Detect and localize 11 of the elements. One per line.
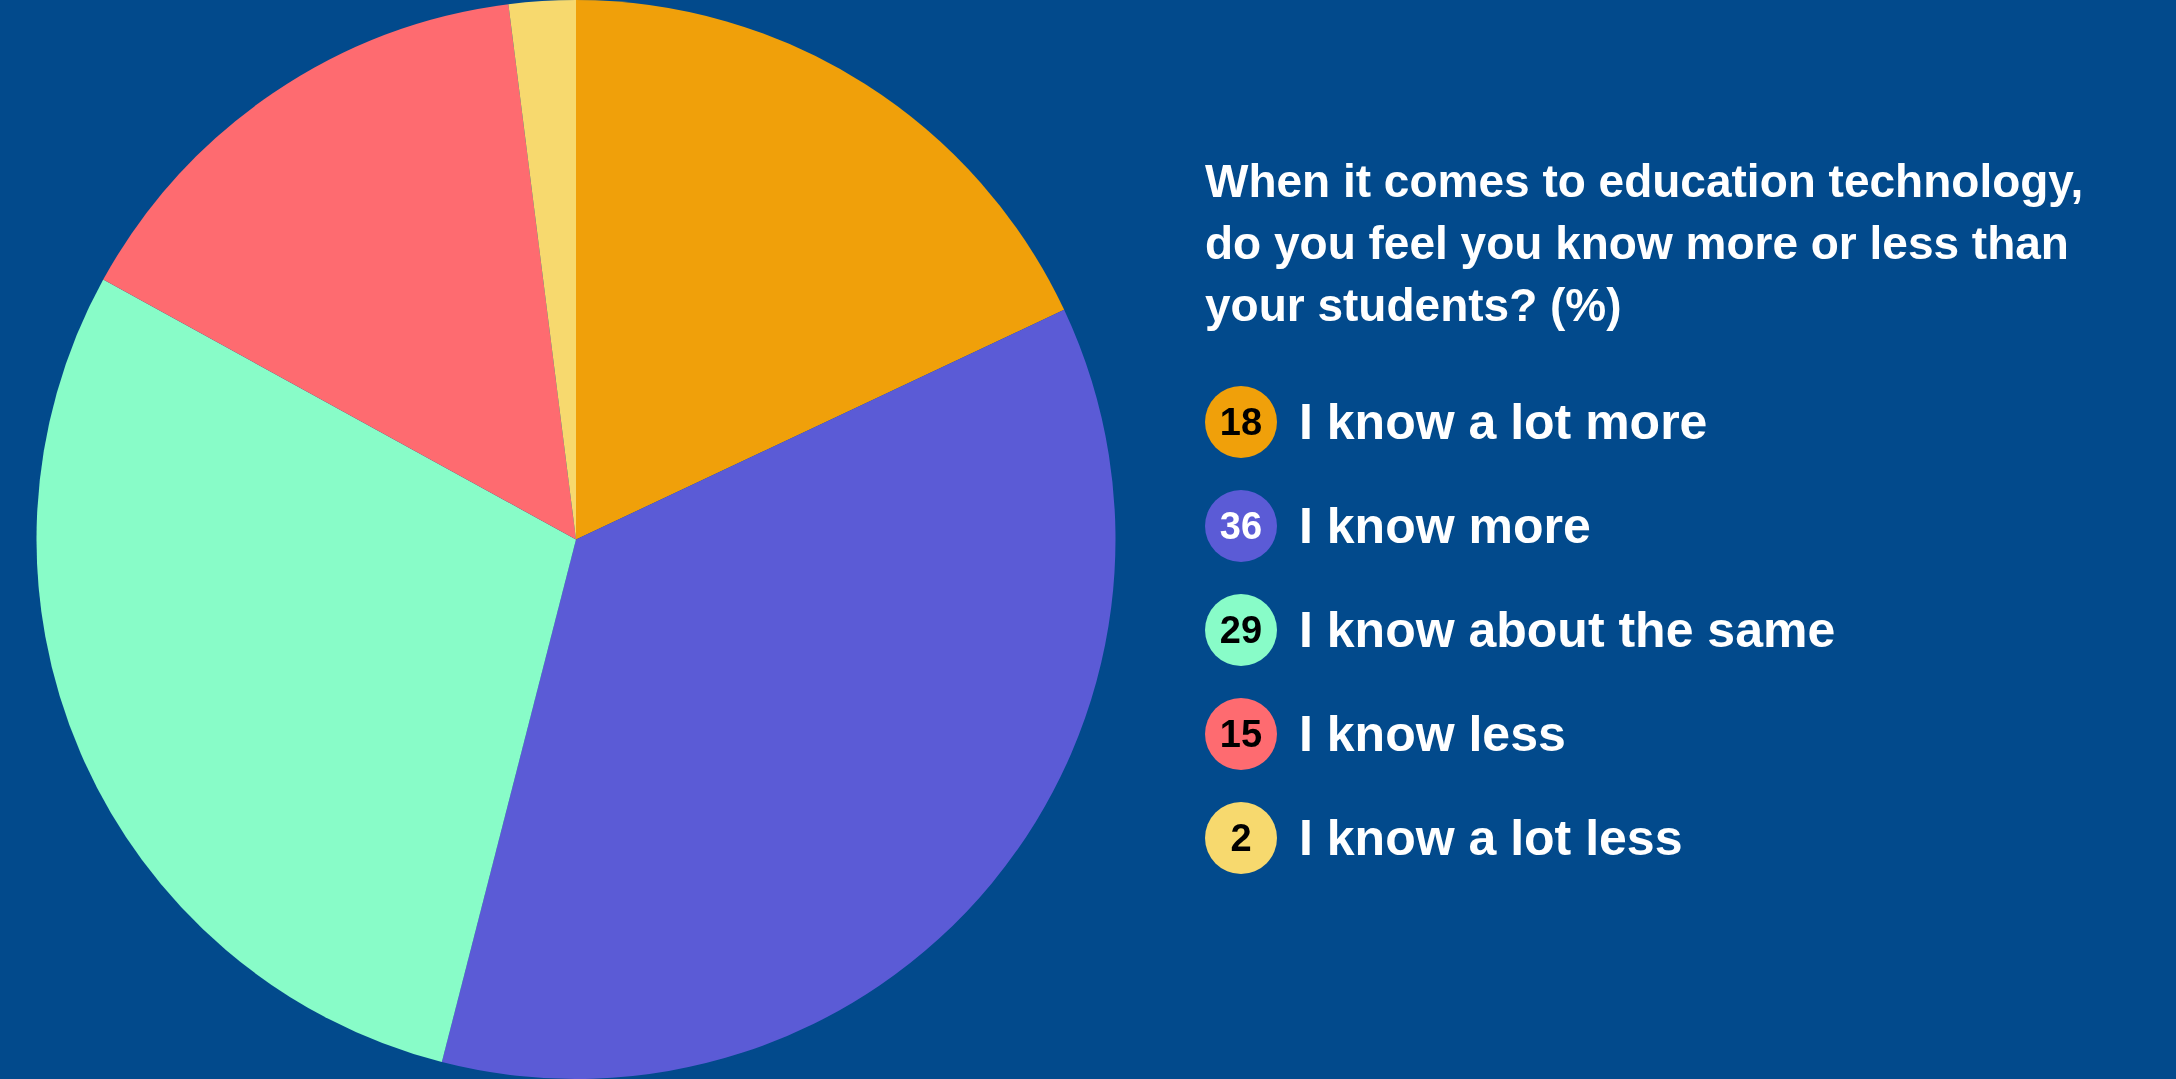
legend-label: I know less xyxy=(1299,705,1566,763)
data-label: 36 xyxy=(1205,490,1277,562)
legend-label: I know about the same xyxy=(1299,601,1836,659)
data-label: 18 xyxy=(1205,386,1277,458)
data-label: 15 xyxy=(1205,698,1277,770)
data-label: 2 xyxy=(1205,802,1277,874)
legend-label: I know a lot more xyxy=(1299,393,1708,451)
legend-label: I know a lot less xyxy=(1299,809,1683,867)
legend-label: I know more xyxy=(1299,497,1591,555)
data-label: 29 xyxy=(1205,594,1277,666)
text: When it comes to education technology, do you feel you know more or less than your students? (%) xyxy=(1205,154,2085,333)
